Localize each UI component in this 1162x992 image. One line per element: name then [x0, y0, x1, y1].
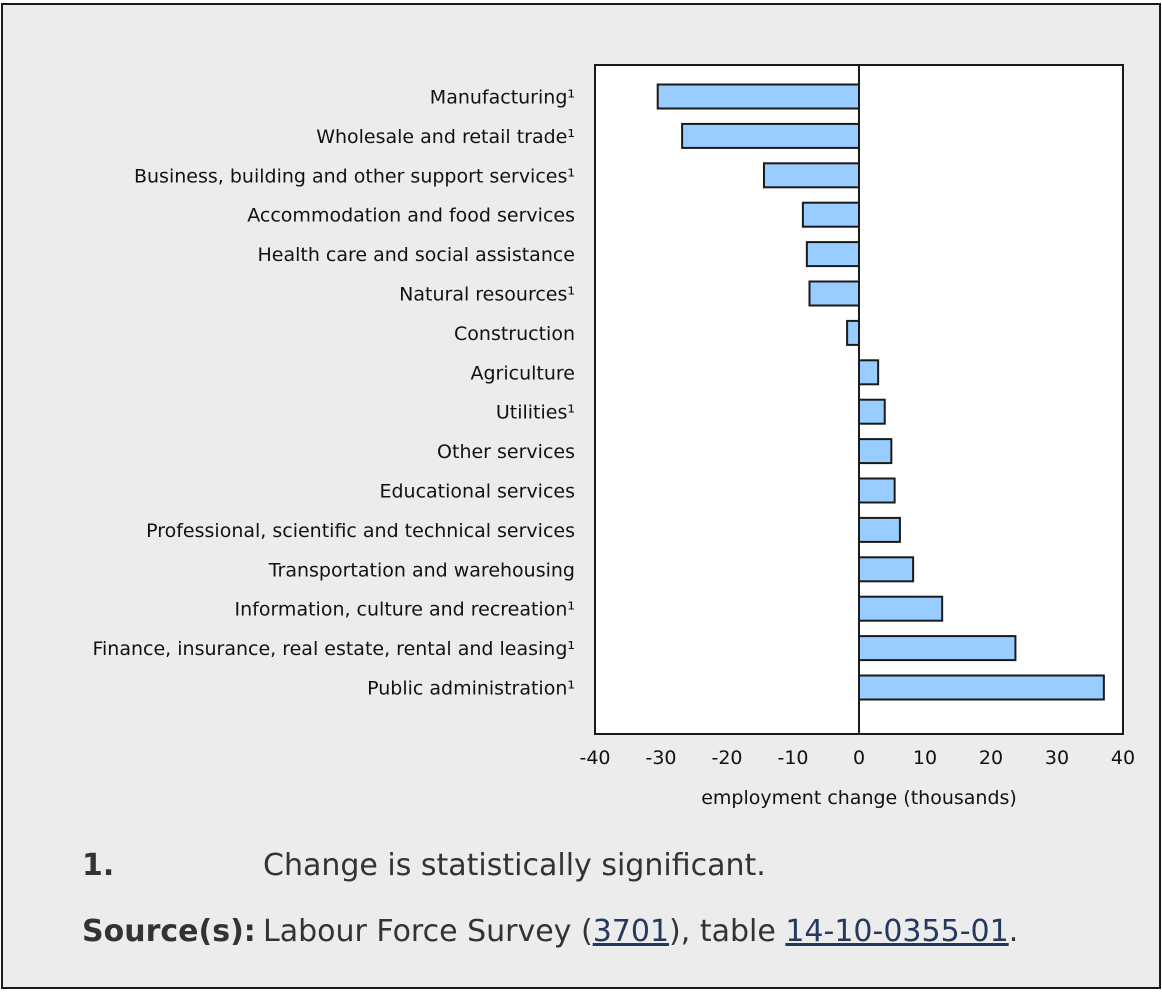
category-label: Transportation and warehousing [268, 559, 575, 581]
category-label: Other services [437, 441, 575, 463]
x-tick-label: 0 [853, 747, 865, 769]
bar [858, 595, 944, 622]
category-label: Finance, insurance, real estate, rental … [92, 638, 575, 660]
bar [805, 241, 860, 268]
x-tick-label: 20 [979, 747, 1003, 769]
bar [858, 477, 896, 504]
category-label: Manufacturing¹ [430, 87, 575, 109]
x-tick-label: 30 [1045, 747, 1069, 769]
bar [846, 319, 860, 346]
category-labels: Manufacturing¹ Wholesale and retail trade… [92, 87, 575, 700]
category-label: Health care and social assistance [257, 244, 575, 266]
bars-layer [656, 83, 1105, 701]
category-label: Agriculture [471, 362, 576, 384]
category-label: Construction [454, 323, 575, 345]
category-label: Business, building and other support ser… [134, 165, 575, 187]
x-tick-label: -10 [777, 747, 808, 769]
table-link[interactable]: 14-10-0355-01 [785, 914, 1009, 949]
bar-chart: Manufacturing¹ Wholesale and retail trade… [92, 64, 1135, 809]
source-prefix: Labour Force Survey ( [263, 914, 593, 949]
survey-link[interactable]: 3701 [592, 914, 670, 949]
bar [858, 674, 1105, 701]
bar [656, 83, 861, 110]
source-suffix: . [1008, 914, 1019, 949]
bar [858, 635, 1017, 662]
bar [858, 516, 901, 543]
source-text: Labour Force Survey (3701), table 14-10-… [263, 914, 1018, 949]
category-label: Natural resources¹ [399, 284, 575, 306]
x-tick-label: -40 [579, 747, 610, 769]
source-mid: ), table [669, 914, 786, 949]
bar [801, 201, 861, 228]
x-tick-label: -30 [645, 747, 676, 769]
category-label: Educational services [379, 481, 575, 503]
category-label: Professional, scientific and technical s… [146, 520, 575, 542]
bar [681, 122, 860, 149]
x-tick-label: 10 [913, 747, 937, 769]
x-axis-title: employment change (thousands) [701, 787, 1017, 809]
footnote-text: Change is statistically significant. [263, 848, 766, 883]
x-tick-label: -20 [711, 747, 742, 769]
bar [858, 359, 880, 386]
footnote-key: 1. [82, 848, 115, 883]
source-key: Source(s): [82, 914, 256, 949]
category-label: Accommodation and food services [247, 205, 575, 227]
x-tick-label: 40 [1111, 747, 1135, 769]
category-label: Utilities¹ [496, 402, 575, 424]
bar [858, 398, 886, 425]
category-label: Wholesale and retail trade¹ [316, 126, 575, 148]
bar [858, 556, 915, 583]
category-label: Public administration¹ [367, 678, 575, 700]
bar [858, 438, 893, 465]
x-tick-labels: -40 -30 -20 -10 0 10 20 30 40 [579, 747, 1135, 769]
bar [808, 280, 860, 307]
bar [762, 162, 861, 189]
category-label: Information, culture and recreation¹ [235, 599, 576, 621]
